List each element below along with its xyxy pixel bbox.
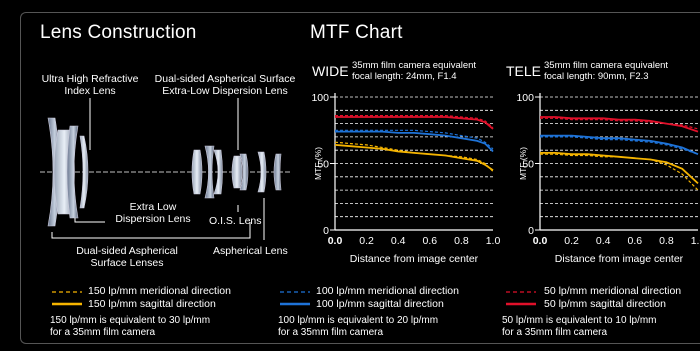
tele-y-tick-label-50: 50: [522, 159, 534, 171]
tele-y-tick-label-100: 100: [516, 92, 534, 104]
lens-element-6: [204, 145, 215, 199]
wide-series-3: [335, 130, 494, 153]
wide-x-tick-label-1.0: 1.0: [486, 235, 501, 247]
legend-100-meridional: 100 lp/mm meridional direction: [316, 285, 459, 297]
wide-y-tick-label-100: 100: [311, 92, 329, 104]
tele-series-2: [540, 136, 699, 155]
lens-element-5: [191, 149, 203, 195]
label-dual-sided-aspherical-ed: Dual-sided Aspherical Surface Extra-Low …: [154, 73, 296, 97]
lens-element-9: [239, 153, 249, 191]
legend-100-note: 100 lp/mm is equivalent to 20 lp/mm for …: [278, 315, 439, 338]
legend-150-sagittal: 150 lp/mm sagittal direction: [88, 298, 216, 310]
tele-x-tick-label-1.0: 1.0: [691, 235, 700, 247]
tele-x-tick-label-0.6: 0.6: [627, 235, 642, 247]
legend-150-note: 150 lp/mm is equivalent to 30 lp/mm for …: [50, 315, 211, 338]
wide-x-tick-label-0.6: 0.6: [422, 235, 437, 247]
lens-construction-title: Lens Construction: [40, 22, 197, 43]
tele-y-tick-label-0: 0: [528, 225, 534, 237]
legend-100-sagittal: 100 lp/mm sagittal direction: [316, 298, 444, 310]
wide-x-tick-label-0.8: 0.8: [454, 235, 469, 247]
tele-series-4: [540, 153, 699, 191]
tele-x-tick-label-0.2: 0.2: [564, 235, 579, 247]
tele-x-axis-label: Distance from image center: [555, 253, 684, 265]
legend-50-sagittal: 50 lp/mm sagittal direction: [544, 298, 666, 310]
tele-mode-label: TELE: [506, 63, 542, 79]
wide-x-tick-label-0.0: 0.0: [328, 235, 343, 247]
label-aspherical-lens: Aspherical Lens: [213, 245, 288, 257]
label-ultra-high-refractive: Ultra High Refractive Index Lens: [41, 73, 139, 97]
label-extra-low-dispersion: Extra Low Dispersion Lens: [115, 201, 191, 225]
tele-series-3: [540, 134, 699, 156]
wide-x-tick-label-0.2: 0.2: [359, 235, 374, 247]
wide-mode-label: WIDE: [312, 63, 349, 79]
tele-x-tick-label-0.8: 0.8: [659, 235, 674, 247]
wide-series-2: [335, 129, 494, 150]
wide-x-axis-label: Distance from image center: [350, 253, 479, 265]
wide-y-tick-label-50: 50: [317, 159, 329, 171]
wide-spec: 35mm film camera equivalent focal length…: [352, 60, 477, 82]
lens-element-10: [257, 151, 267, 193]
wide-series-0: [335, 115, 494, 129]
tele-x-tick-label-0.4: 0.4: [596, 235, 611, 247]
lens-element-8: [231, 155, 243, 189]
label-ois-lens: O.I.S. Lens: [209, 215, 262, 227]
tele-series-5: [540, 152, 699, 185]
legend-50-meridional: 50 lp/mm meridional direction: [544, 285, 682, 297]
wide-y-axis-label: MTF (%): [313, 147, 323, 180]
mtf-chart-title: MTF Chart: [310, 22, 403, 43]
wide-series-1: [335, 116, 494, 130]
lens-element-3: [66, 125, 79, 219]
lens-element-4: [79, 135, 89, 209]
wide-series-5: [334, 144, 494, 171]
tele-y-axis-label: MTF (%): [518, 147, 528, 180]
label-dual-sided-aspherical: Dual-sided Aspherical Surface Lenses: [76, 245, 178, 269]
legend-150-meridional: 150 lp/mm meridional direction: [88, 285, 231, 297]
tele-x-tick-label-0.0: 0.0: [533, 235, 548, 247]
tele-spec: 35mm film camera equivalent focal length…: [544, 60, 669, 82]
panel-frame: [20, 12, 700, 344]
wide-x-tick-label-0.4: 0.4: [391, 235, 406, 247]
wide-y-tick-label-0: 0: [323, 225, 329, 237]
tele-series-1: [540, 116, 699, 133]
lens-element-11: [273, 153, 282, 191]
lens-element-7: [213, 149, 223, 195]
legend-50-note: 50 lp/mm is equivalent to 10 lp/mm for a…: [502, 315, 657, 338]
